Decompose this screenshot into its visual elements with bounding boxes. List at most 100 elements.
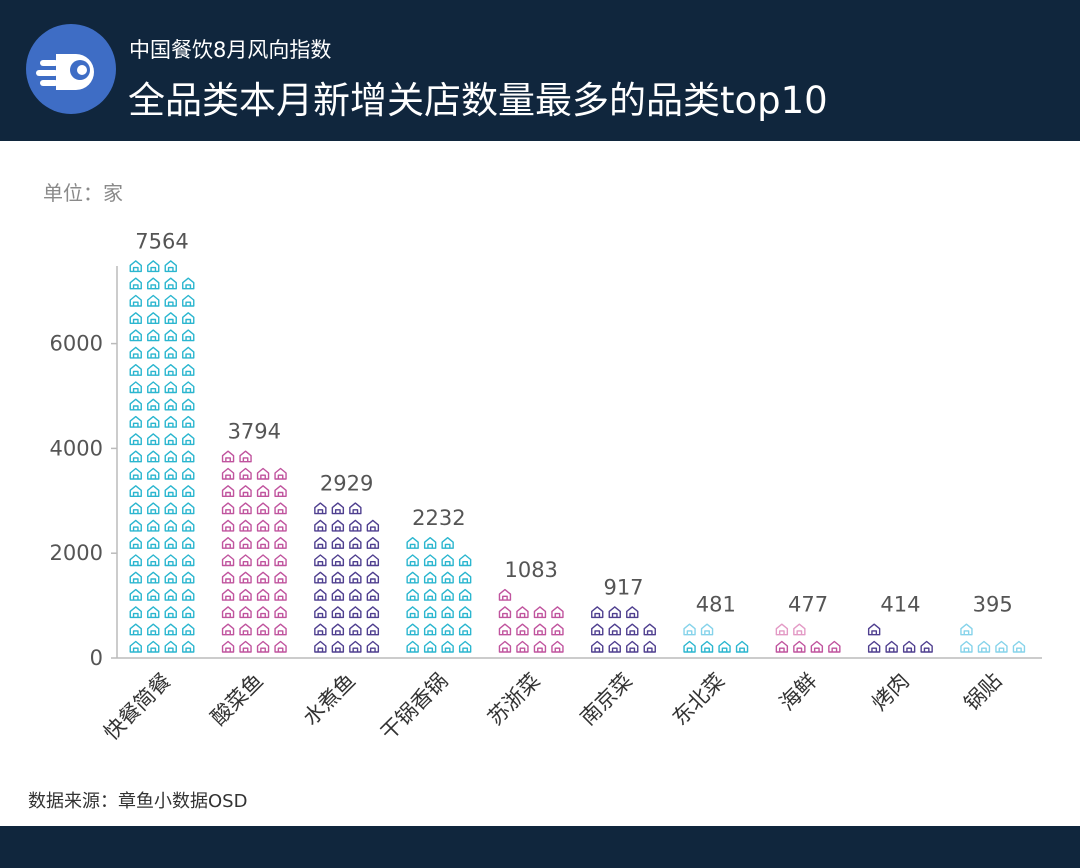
house-icon (314, 519, 327, 532)
house-icon (182, 277, 195, 290)
bar-value-label: 414 (880, 593, 920, 617)
y-tick-label: 4000 (50, 436, 103, 460)
house-icon (516, 640, 529, 653)
house-icon (182, 606, 195, 619)
house-icon (129, 450, 142, 463)
house-icon (129, 364, 142, 376)
house-icon (147, 467, 160, 480)
house-icon (331, 623, 345, 636)
house-icon (164, 294, 177, 307)
house-icon (182, 381, 195, 394)
house-icon (423, 537, 437, 549)
house-icon (867, 640, 881, 653)
house-icon (366, 554, 380, 567)
house-icon (129, 588, 142, 601)
house-icon (221, 485, 235, 497)
house-icon (498, 606, 512, 619)
house-icon (164, 623, 177, 636)
house-icon (406, 588, 419, 601)
house-icon (458, 571, 472, 584)
house-icon (221, 450, 235, 463)
house-icon (331, 588, 345, 601)
bar-value-label: 477 (788, 593, 828, 617)
house-icon (164, 381, 177, 394)
house-icon (349, 606, 362, 619)
house-icon (423, 588, 437, 601)
house-icon (551, 623, 564, 636)
house-icon (331, 554, 345, 567)
house-icon (828, 640, 841, 653)
house-icon (129, 467, 142, 480)
x-category-label: 苏浙菜 (483, 669, 545, 731)
x-category-label: 锅贴 (960, 669, 1007, 716)
house-icon (164, 537, 177, 549)
house-icon (164, 415, 177, 428)
house-icon (406, 606, 419, 619)
house-icon (274, 606, 287, 619)
house-icon (643, 623, 656, 636)
house-icon (129, 329, 142, 342)
house-icon (314, 640, 327, 653)
house-icon (700, 640, 714, 653)
house-icon (700, 623, 714, 636)
house-icon (129, 640, 142, 653)
house-icon (406, 640, 419, 653)
house-icon (221, 519, 235, 532)
house-icon (441, 571, 454, 584)
house-icon (164, 502, 177, 515)
house-icon (551, 606, 564, 619)
house-icon (147, 346, 160, 359)
house-icon (256, 640, 270, 653)
house-icon (256, 606, 270, 619)
house-icon (164, 519, 177, 532)
house-icon (147, 277, 160, 290)
house-icon (239, 606, 252, 619)
house-icon (147, 260, 160, 273)
house-icon (274, 623, 287, 636)
house-icon (221, 537, 235, 549)
house-icon (129, 554, 142, 567)
house-icon (366, 537, 380, 549)
house-icon (147, 606, 160, 619)
house-icon (147, 433, 160, 446)
house-icon (147, 294, 160, 307)
y-tick-label: 2000 (50, 541, 103, 565)
house-icon (164, 260, 177, 273)
house-icon (902, 640, 916, 653)
house-icon (129, 294, 142, 307)
house-icon (147, 312, 160, 324)
house-icon (147, 623, 160, 636)
house-icon (867, 623, 881, 636)
house-icon (441, 554, 454, 567)
house-icon (129, 398, 142, 411)
house-icon (793, 640, 806, 653)
house-icon (406, 571, 419, 584)
bar-value-label: 917 (603, 575, 643, 599)
house-icon (182, 537, 195, 549)
house-icon (256, 588, 270, 601)
house-icon (239, 623, 252, 636)
house-icon (182, 329, 195, 342)
house-icon (441, 537, 454, 549)
house-icon (366, 640, 380, 653)
house-icon (164, 433, 177, 446)
house-icon (129, 519, 142, 532)
house-icon (1012, 640, 1026, 653)
house-icon (626, 623, 639, 636)
house-icon (314, 554, 327, 567)
house-icon (147, 640, 160, 653)
house-icon (458, 623, 472, 636)
house-icon (626, 606, 639, 619)
house-icon (591, 640, 604, 653)
bar-value-label: 2929 (320, 472, 373, 496)
house-icon (274, 571, 287, 584)
logo-icon (26, 24, 116, 114)
house-icon (182, 502, 195, 515)
house-icon (147, 398, 160, 411)
house-icon (147, 502, 160, 515)
x-category-label: 烤肉 (867, 669, 914, 716)
house-icon (221, 467, 235, 480)
house-icon (314, 606, 327, 619)
bar-value-label: 2232 (412, 506, 465, 530)
house-icon (182, 519, 195, 532)
